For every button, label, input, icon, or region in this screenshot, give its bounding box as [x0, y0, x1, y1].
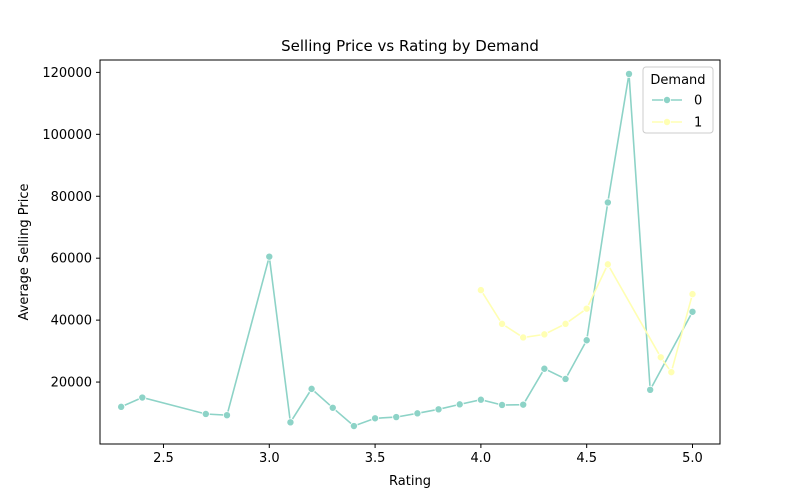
series-1 — [476, 260, 697, 377]
series-line-0 — [120, 73, 694, 427]
x-tick-label: 2.5 — [153, 451, 174, 466]
data-point — [138, 393, 147, 402]
legend-item-1: 1 — [652, 116, 702, 131]
data-point — [455, 400, 464, 409]
data-point — [476, 286, 485, 295]
y-tick-label: 60000 — [51, 252, 92, 267]
data-point — [688, 307, 697, 316]
data-point — [307, 384, 316, 393]
legend: Demand 0 1 — [642, 66, 714, 134]
x-tick-label: 3.5 — [365, 451, 386, 466]
data-point — [476, 395, 485, 404]
chart-title: Selling Price vs Rating by Demand — [281, 37, 539, 55]
data-point — [603, 198, 612, 207]
legend-label: 0 — [694, 94, 702, 109]
data-point — [540, 364, 549, 373]
data-point — [222, 411, 231, 420]
data-point — [603, 260, 612, 269]
data-point — [265, 252, 274, 261]
x-tick-label: 3.0 — [259, 451, 280, 466]
x-tick-label: 4.5 — [576, 451, 597, 466]
legend-label: 1 — [694, 116, 702, 131]
data-point — [371, 414, 380, 423]
data-point — [286, 418, 295, 427]
legend-item-0: 0 — [652, 94, 702, 109]
data-point — [434, 405, 443, 414]
data-point — [328, 403, 337, 412]
x-tick-label: 4.0 — [471, 451, 492, 466]
y-tick-label: 120000 — [42, 66, 92, 81]
data-point — [540, 330, 549, 339]
plot-area — [117, 69, 697, 431]
data-point — [667, 368, 676, 377]
y-axis-title: Average Selling Price — [17, 184, 32, 321]
x-axis-title: Rating — [389, 474, 431, 489]
data-point — [582, 304, 591, 313]
legend-title: Demand — [650, 73, 705, 88]
y-tick-label: 20000 — [51, 376, 92, 391]
y-tick-label: 80000 — [51, 190, 92, 205]
data-point — [349, 422, 358, 431]
data-point — [561, 374, 570, 383]
data-point — [688, 290, 697, 299]
legend-marker — [663, 96, 672, 105]
y-axis: 20000 40000 60000 80000 100000 120000 — [42, 66, 100, 391]
series-line-1 — [480, 262, 694, 375]
x-tick-label: 5.0 — [682, 451, 703, 466]
data-point — [561, 319, 570, 328]
data-point — [413, 409, 422, 418]
plot-frame — [99, 59, 721, 445]
data-point — [498, 400, 507, 409]
data-point — [625, 69, 634, 78]
data-point — [646, 385, 655, 394]
data-point — [117, 402, 126, 411]
legend-marker — [663, 118, 672, 127]
data-point — [392, 413, 401, 422]
data-point — [498, 319, 507, 328]
x-axis: 2.5 3.0 3.5 4.0 4.5 5.0 — [153, 444, 703, 466]
series-0 — [117, 69, 697, 431]
data-point — [519, 400, 528, 409]
data-point — [519, 333, 528, 342]
y-tick-label: 40000 — [51, 314, 92, 329]
y-tick-label: 100000 — [42, 128, 92, 143]
data-point — [656, 353, 665, 362]
data-point — [582, 336, 591, 345]
data-point — [201, 409, 210, 418]
